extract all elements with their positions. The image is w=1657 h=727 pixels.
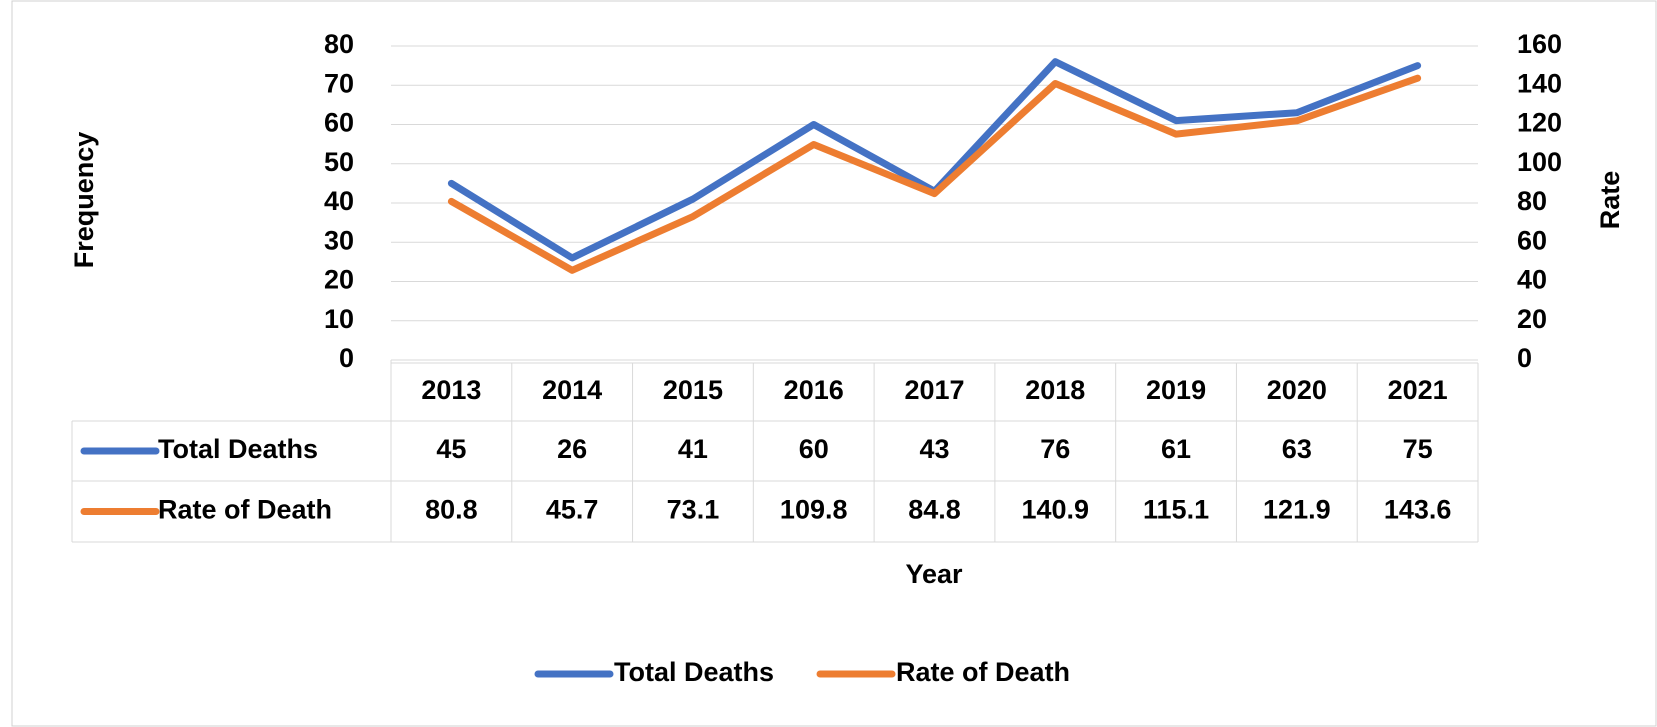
y2-tick-label: 80 bbox=[1517, 186, 1547, 216]
x-tick-label: 2015 bbox=[663, 375, 723, 405]
y2-tick-label: 40 bbox=[1517, 265, 1547, 295]
x-tick-label: 2013 bbox=[421, 375, 481, 405]
table-value: 43 bbox=[919, 434, 949, 464]
x-tick-label: 2017 bbox=[904, 375, 964, 405]
x-axis-title: Year bbox=[905, 559, 963, 589]
y2-tick-label: 100 bbox=[1517, 147, 1562, 177]
y2-tick-label: 0 bbox=[1517, 343, 1532, 373]
y2-axis-title: Rate bbox=[1595, 171, 1625, 230]
table-value: 75 bbox=[1403, 434, 1433, 464]
legend-label: Total Deaths bbox=[614, 657, 774, 687]
x-tick-label: 2018 bbox=[1025, 375, 1085, 405]
table-value: 143.6 bbox=[1384, 495, 1452, 525]
table-value: 76 bbox=[1040, 434, 1070, 464]
x-tick-label: 2016 bbox=[784, 375, 844, 405]
table-value: 80.8 bbox=[425, 495, 478, 525]
x-tick-label: 2019 bbox=[1146, 375, 1206, 405]
y2-tick-label: 160 bbox=[1517, 29, 1562, 59]
table-value: 73.1 bbox=[667, 495, 720, 525]
x-tick-label: 2021 bbox=[1388, 375, 1448, 405]
table-value: 115.1 bbox=[1143, 495, 1209, 525]
y-tick-label: 10 bbox=[324, 304, 354, 334]
series-line bbox=[447, 74, 1422, 274]
table-value: 26 bbox=[557, 434, 587, 464]
table-value: 84.8 bbox=[908, 495, 961, 525]
table-value: 45 bbox=[436, 434, 466, 464]
y2-tick-label: 20 bbox=[1517, 304, 1547, 334]
y2-tick-label: 140 bbox=[1517, 68, 1562, 98]
table-row-label: Total Deaths bbox=[158, 434, 318, 464]
legend-label: Rate of Death bbox=[896, 657, 1070, 687]
y-tick-label: 50 bbox=[324, 147, 354, 177]
y-tick-label: 80 bbox=[324, 29, 354, 59]
table-value: 41 bbox=[678, 434, 708, 464]
y-tick-label: 30 bbox=[324, 225, 354, 255]
table-value: 109.8 bbox=[780, 495, 848, 525]
table-value: 140.9 bbox=[1021, 495, 1089, 525]
y-tick-label: 20 bbox=[324, 265, 354, 295]
y-axis-title: Frequency bbox=[69, 132, 99, 269]
table-value: 45.7 bbox=[546, 495, 599, 525]
y2-tick-label: 120 bbox=[1517, 108, 1562, 138]
table-value: 63 bbox=[1282, 434, 1312, 464]
y-tick-label: 0 bbox=[339, 343, 354, 373]
table-value: 60 bbox=[799, 434, 829, 464]
y-tick-label: 60 bbox=[324, 108, 354, 138]
table-value: 61 bbox=[1161, 434, 1191, 464]
y2-tick-label: 60 bbox=[1517, 225, 1547, 255]
y-tick-label: 40 bbox=[324, 186, 354, 216]
table-row-label: Rate of Death bbox=[158, 495, 332, 525]
x-tick-label: 2020 bbox=[1267, 375, 1327, 405]
y-tick-label: 70 bbox=[324, 68, 354, 98]
table-value: 121.9 bbox=[1263, 495, 1331, 525]
x-tick-label: 2014 bbox=[542, 375, 602, 405]
